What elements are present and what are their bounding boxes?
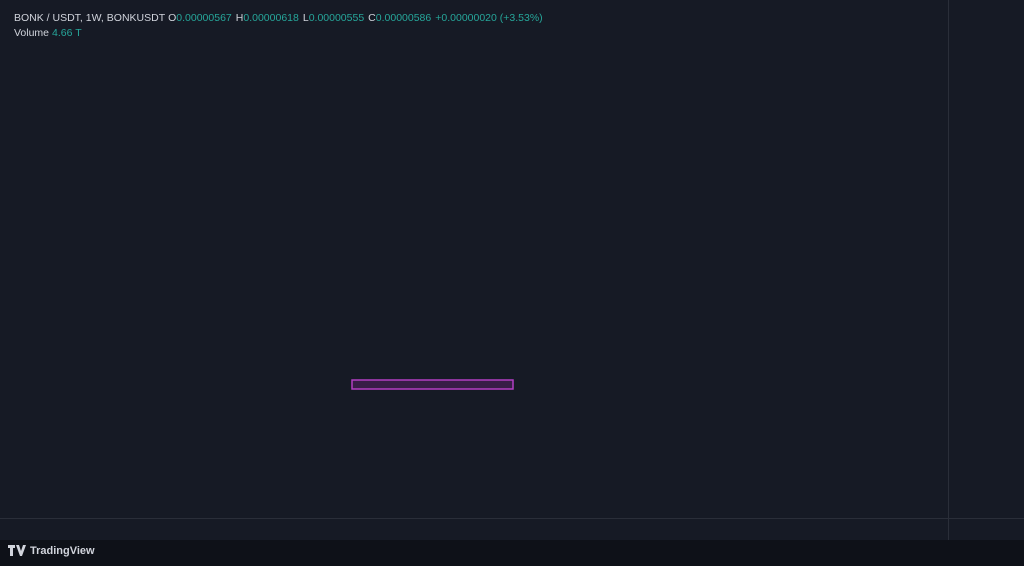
- drawn-box: [351, 379, 514, 390]
- ohlc-value: 0.00000555: [308, 12, 365, 24]
- symbol: BONK / USDT, 1W, BONKUSDT: [14, 12, 166, 24]
- chart-background: [0, 0, 1024, 540]
- volume-value: 4.66 T: [52, 27, 82, 39]
- brand: TradingView: [30, 545, 95, 557]
- volume-row: Volume 4.66 T: [14, 26, 546, 41]
- footer: TradingView: [8, 545, 95, 557]
- symbol-row: BONK / USDT, 1W, BONKUSDT O0.00000567 H0.0…: [14, 11, 546, 26]
- ohlc-key: C: [368, 12, 376, 24]
- ohlc-key: H: [235, 12, 244, 24]
- ohlc-key: L: [302, 12, 309, 24]
- ohlc-value: 0.00000586: [375, 12, 432, 24]
- change: +0.00000020 (+3.53%): [435, 12, 543, 24]
- ohlc-key: O: [168, 12, 177, 24]
- legend-header: BONK / USDT, 1W, BONKUSDT O0.00000567 H0.0…: [14, 11, 546, 41]
- ohlc-item: L0.00000555: [303, 12, 364, 24]
- brand-logo: [8, 545, 26, 556]
- ohlc-item: H0.00000618: [236, 12, 299, 24]
- ohlc-value: 0.00000567: [176, 12, 232, 24]
- ohlc-item: C0.00000586: [368, 12, 431, 24]
- ohlc-value: 0.00000618: [243, 12, 299, 24]
- volume-title: Volume: [14, 27, 50, 39]
- footer-background: [0, 540, 1024, 566]
- ohlc-item: O0.00000567: [168, 12, 232, 24]
